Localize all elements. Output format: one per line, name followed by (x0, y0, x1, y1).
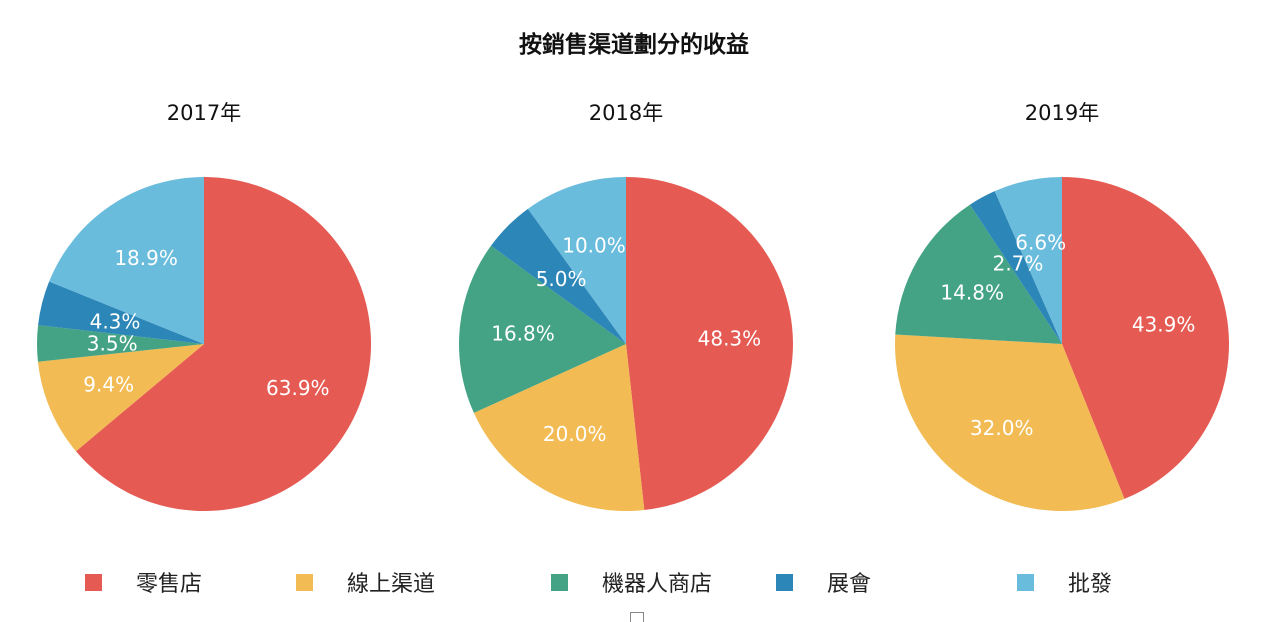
legend-label-robot-store: 機器人商店 (602, 572, 713, 597)
pie-title-2: 2019年 (1025, 101, 1099, 125)
pie-chart-2: 2019年 43.9% 32.0% 14.8% 2.7%6.6% (895, 101, 1229, 511)
pie-label-1-wholesale: 10.0% (562, 234, 626, 258)
legend-item-wholesale: 批發 (1017, 566, 1112, 598)
pie-slice-0-robot-store (37, 325, 205, 362)
pie-label-1-retail: 48.3% (698, 326, 762, 350)
legend-label-wholesale: 批發 (1068, 572, 1113, 597)
pie-label-2-robot-store: 14.8% (940, 280, 1004, 304)
checkbox-stub (630, 612, 644, 622)
pie-label-1-online: 20.0% (543, 422, 607, 446)
pie-label-0-online: 9.4% (83, 373, 134, 397)
pie-slice-0-wholesale (49, 177, 205, 344)
pie-label-0-retail: 63.9% (266, 376, 330, 400)
pie-slice-1-online (473, 344, 645, 511)
pie-slice-2-retail (1062, 177, 1229, 499)
pie-slice-2-online (895, 334, 1125, 511)
pie-slice-1-robot-store (458, 245, 626, 413)
pie-slice-0-exhibition (38, 281, 204, 344)
legend-swatch-online (296, 573, 313, 591)
pie-label-1-robot-store: 16.8% (491, 322, 555, 346)
pie-label-0-exhibition: 4.3% (90, 309, 141, 333)
pie-slice-2-robot-store (895, 204, 1062, 344)
pie-label-0-robot-store: 3.5% (87, 332, 138, 356)
pie-label-2-online: 32.0% (970, 416, 1034, 440)
legend-swatch-retail (85, 573, 102, 591)
pie-slice-1-retail (626, 177, 793, 510)
pie-label-0-wholesale: 18.9% (114, 246, 178, 270)
pie-slice-2-wholesale (994, 177, 1062, 344)
pie-slice-0-online (37, 344, 205, 452)
legend-swatch-wholesale (1017, 573, 1034, 591)
legend-item-robot-store: 機器人商店 (551, 566, 712, 598)
legend-item-retail: 零售店 (85, 566, 202, 598)
pie-label-1-exhibition: 5.0% (536, 267, 587, 291)
pie-label-2-wholesale: 6.6% (1015, 231, 1066, 255)
legend-item-exhibition: 展會 (776, 566, 871, 598)
pie-chart-0: 2017年 63.9% 9.4% 3.5%4.3% 18.9% (37, 101, 372, 511)
pie-chart-1: 2018年 48.3% 20.0% 16.8% 5.0% 10.0% (458, 101, 793, 511)
pie-title-0: 2017年 (167, 101, 241, 125)
pie-label-2-retail: 43.9% (1132, 312, 1196, 336)
legend-label-online: 線上渠道 (347, 572, 436, 597)
legend-swatch-exhibition (776, 573, 793, 591)
pie-slice-2-exhibition (969, 191, 1062, 344)
chart-title: 按銷售渠道劃分的收益 (519, 31, 749, 58)
pie-slice-1-wholesale (527, 177, 626, 344)
legend-label-retail: 零售店 (136, 572, 203, 597)
pie-label-2-exhibition: 2.7% (993, 251, 1044, 275)
legend-item-online: 線上渠道 (296, 566, 435, 598)
pie-charts-svg: 按銷售渠道劃分的收益2017年63.9%9.4%3.5%4.3%18.9%201… (37, 31, 1229, 511)
legend-swatch-robot-store (551, 573, 568, 591)
legend-label-exhibition: 展會 (827, 572, 872, 597)
legend: 零售店 線上渠道 機器人商店 展會 批發 (0, 566, 1269, 598)
pie-slice-0-retail (76, 177, 372, 511)
pie-title-1: 2018年 (589, 101, 663, 125)
pie-slice-1-exhibition (490, 208, 626, 344)
